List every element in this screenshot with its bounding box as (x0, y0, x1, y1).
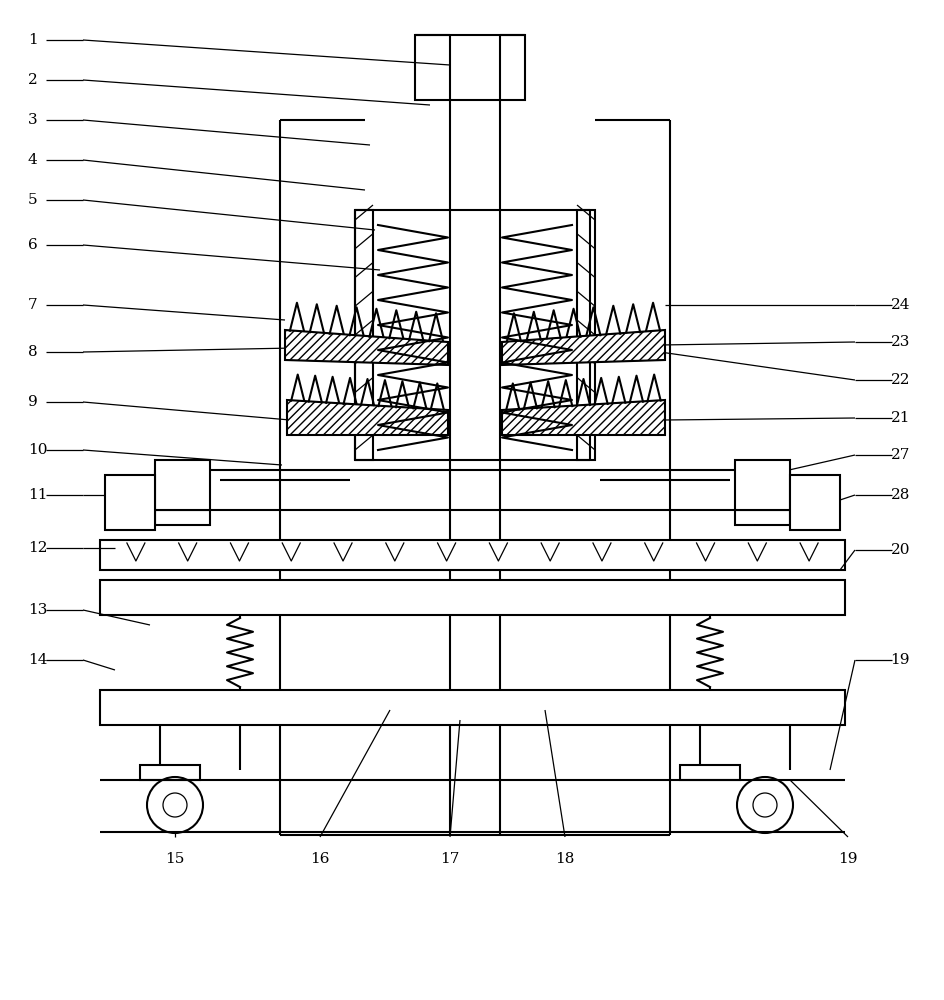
Text: 5: 5 (28, 193, 38, 207)
Bar (155, 460, 210, 510)
Text: 21: 21 (890, 411, 910, 425)
Bar (100, 580, 845, 615)
Bar (735, 510, 790, 525)
Text: 17: 17 (440, 852, 460, 866)
Bar (415, 35, 525, 100)
Text: 14: 14 (28, 653, 47, 667)
Bar (100, 540, 845, 570)
Text: 18: 18 (555, 852, 575, 866)
Text: 27: 27 (890, 448, 910, 462)
Polygon shape (287, 400, 448, 435)
Text: 10: 10 (28, 443, 47, 457)
Text: 15: 15 (165, 852, 185, 866)
Text: 24: 24 (890, 298, 910, 312)
Text: 6: 6 (28, 238, 38, 252)
Bar (155, 510, 210, 525)
Text: 28: 28 (890, 488, 910, 502)
Polygon shape (285, 330, 448, 365)
Text: 13: 13 (28, 603, 47, 617)
Text: 1: 1 (28, 33, 38, 47)
Bar (100, 690, 845, 725)
Text: 20: 20 (890, 543, 910, 557)
Polygon shape (502, 330, 665, 365)
Text: 19: 19 (838, 852, 858, 866)
Text: 4: 4 (28, 153, 38, 167)
Text: 22: 22 (890, 373, 910, 387)
Bar (790, 475, 840, 530)
Text: 7: 7 (28, 298, 38, 312)
Text: 3: 3 (28, 113, 38, 127)
Text: 19: 19 (890, 653, 910, 667)
Text: 12: 12 (28, 541, 47, 555)
Bar (355, 210, 373, 460)
Bar (140, 765, 200, 780)
Text: 16: 16 (311, 852, 329, 866)
Bar (577, 210, 595, 460)
Bar (735, 460, 790, 510)
Text: 9: 9 (28, 395, 38, 409)
Polygon shape (502, 400, 665, 435)
Text: 2: 2 (28, 73, 38, 87)
Bar (680, 765, 740, 780)
Bar (105, 475, 155, 530)
Text: 8: 8 (28, 345, 38, 359)
Text: 23: 23 (890, 335, 910, 349)
Text: 11: 11 (28, 488, 47, 502)
